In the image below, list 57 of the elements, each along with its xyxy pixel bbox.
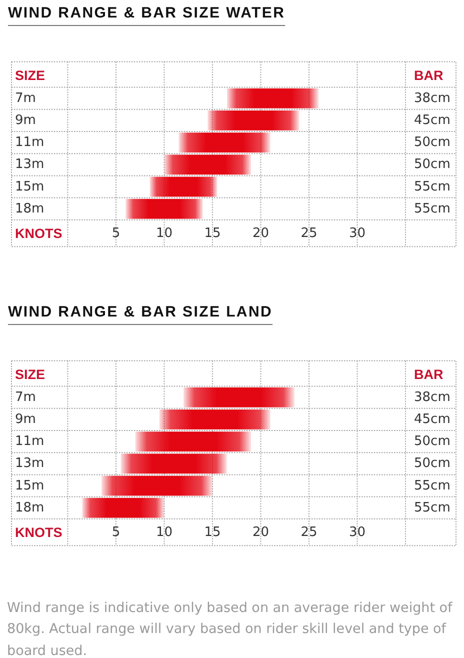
- x-tick-label: 15: [204, 524, 221, 540]
- x-tick-label: 20: [252, 226, 269, 241]
- bar: [120, 453, 227, 474]
- x-tick-label: 10: [156, 524, 172, 540]
- bar: [178, 132, 270, 152]
- text: Wind range is indicative only based on an average rider weight of 80kg. Actual range will vary based on rider skill level and type of board used.: [7, 598, 454, 658]
- bar: [184, 386, 295, 407]
- x-tick-label: 10: [156, 226, 172, 241]
- y2-tick-label: 55cm: [414, 179, 450, 194]
- chart-title: WIND RANGE & BAR SIZE WATER: [8, 4, 286, 22]
- x-axis-title: KNOTS: [15, 524, 62, 540]
- y2-axis-title: BAR: [414, 366, 444, 382]
- y2-tick-label: 50cm: [414, 434, 450, 449]
- bar: [126, 198, 203, 219]
- x-tick-label: 5: [112, 226, 120, 241]
- x-tick-label: 25: [300, 524, 318, 540]
- bar: [135, 431, 252, 451]
- bar: [164, 154, 252, 175]
- y-tick-label: 9m: [15, 112, 36, 128]
- y-tick-label: 11m: [15, 434, 44, 449]
- y-axis-title: SIZE: [15, 68, 46, 83]
- x-tick-label: 5: [112, 524, 120, 540]
- y-tick-label: 13m: [15, 456, 44, 471]
- y2-tick-label: 55cm: [414, 201, 450, 216]
- y-tick-label: 13m: [15, 157, 44, 172]
- bar: [159, 409, 270, 429]
- bar: [150, 176, 218, 197]
- y-tick-label: 11m: [15, 135, 44, 150]
- y-tick-label: 15m: [15, 478, 44, 493]
- chart-title: WIND RANGE & BAR SIZE LAND: [8, 303, 273, 320]
- x-axis-title: KNOTS: [15, 226, 62, 241]
- y2-tick-label: 45cm: [414, 112, 450, 128]
- x-tick-label: 30: [348, 226, 366, 241]
- y2-tick-label: 50cm: [414, 135, 450, 150]
- y-tick-label: 7m: [15, 90, 36, 106]
- y2-tick-label: 55cm: [414, 478, 450, 493]
- x-tick-label: 30: [348, 524, 366, 540]
- y2-tick-label: 50cm: [414, 456, 450, 471]
- bar: [82, 497, 164, 518]
- y-axis-title: SIZE: [15, 366, 46, 382]
- y-tick-label: 7m: [15, 389, 36, 404]
- y2-tick-label: 38cm: [414, 90, 450, 106]
- bar: [226, 88, 319, 108]
- x-tick-label: 25: [300, 226, 318, 241]
- y2-tick-label: 55cm: [414, 500, 450, 515]
- x-tick-label: 15: [204, 226, 221, 241]
- y-tick-label: 18m: [15, 500, 44, 515]
- x-tick-label: 20: [252, 524, 269, 540]
- y-tick-label: 9m: [15, 411, 36, 426]
- y-tick-label: 18m: [15, 201, 44, 216]
- y2-axis-title: BAR: [414, 68, 444, 83]
- y2-tick-label: 50cm: [414, 157, 450, 172]
- y-tick-label: 15m: [15, 179, 44, 194]
- y2-tick-label: 45cm: [414, 411, 450, 426]
- bar: [208, 110, 300, 130]
- bar: [101, 475, 212, 496]
- y2-tick-label: 38cm: [414, 389, 450, 404]
